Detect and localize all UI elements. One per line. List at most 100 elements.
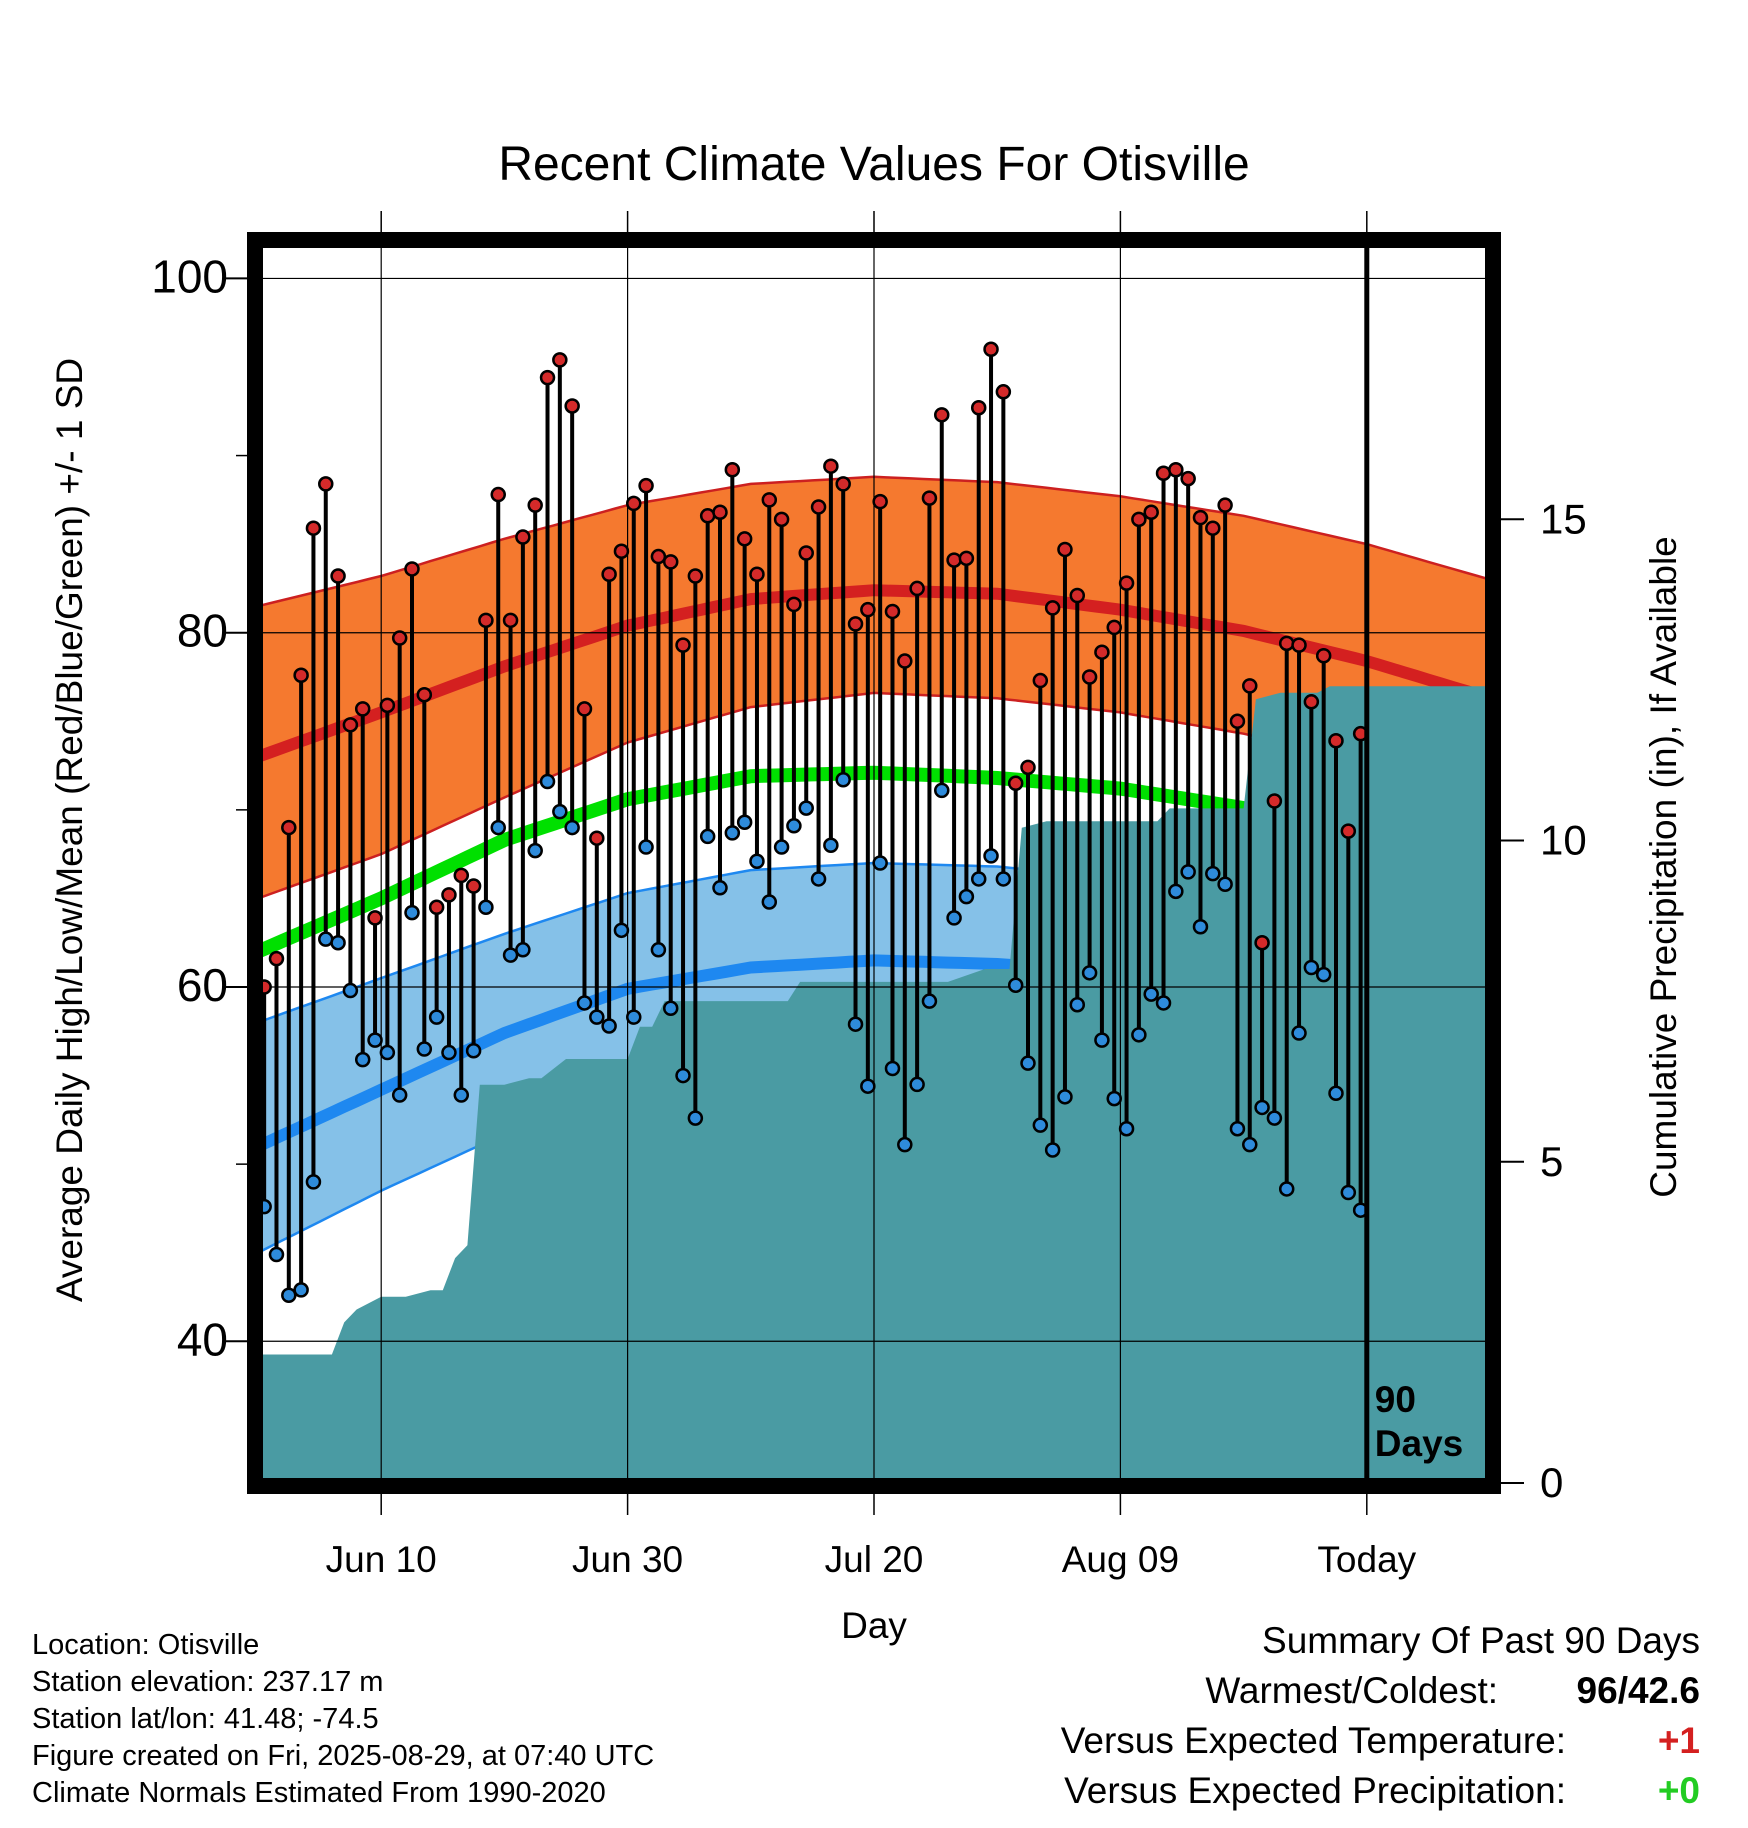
high-point xyxy=(1069,587,1086,604)
low-point xyxy=(835,771,851,788)
low-point xyxy=(810,871,827,887)
high-point xyxy=(1303,694,1320,710)
low-point xyxy=(1291,1025,1307,1041)
low-point xyxy=(354,1051,371,1068)
y-axis-label: Average Daily High/Low/Mean (Red/Blue/Gr… xyxy=(49,358,90,1302)
low-point xyxy=(416,1041,433,1057)
high-point xyxy=(1131,511,1147,528)
high-point xyxy=(465,878,482,894)
high-point xyxy=(613,543,630,559)
high-point xyxy=(428,899,445,916)
low-point xyxy=(1118,1120,1135,1137)
low-point xyxy=(1032,1117,1049,1133)
high-point xyxy=(1328,733,1344,749)
x-tick-label: Aug 09 xyxy=(1062,1539,1179,1580)
high-point xyxy=(884,603,901,620)
high-point xyxy=(330,568,346,584)
high-point xyxy=(724,461,741,478)
high-point xyxy=(502,612,519,629)
high-point xyxy=(1229,713,1246,730)
low-point xyxy=(441,1044,457,1061)
low-point xyxy=(983,848,999,864)
low-point xyxy=(1242,1136,1258,1153)
low-point xyxy=(293,1282,309,1298)
low-point xyxy=(995,871,1012,887)
low-point xyxy=(1180,864,1196,880)
high-point xyxy=(662,554,679,570)
precip-vs-expected-value: +0 xyxy=(1657,1770,1700,1811)
daily-range-sticks xyxy=(262,349,1363,1296)
y2-tick-label: 5 xyxy=(1540,1138,1563,1185)
warm-cold-label: Warmest/Coldest: xyxy=(1205,1670,1498,1711)
high-point xyxy=(552,352,568,368)
high-point xyxy=(441,887,457,903)
low-point xyxy=(1328,1085,1344,1102)
low-point xyxy=(367,1032,383,1048)
high-point xyxy=(564,398,580,414)
plot-content xyxy=(258,243,1490,1483)
high-point xyxy=(1217,497,1233,513)
precip-vs-expected-label: Versus Expected Precipitation: xyxy=(1064,1770,1566,1811)
low-point xyxy=(761,894,778,910)
low-point xyxy=(736,814,753,831)
high-point xyxy=(1266,793,1283,809)
low-point xyxy=(1020,1055,1036,1071)
high-point xyxy=(983,341,999,358)
low-point xyxy=(934,782,950,799)
high-point xyxy=(995,384,1012,400)
high-point xyxy=(699,508,716,524)
low-point xyxy=(613,922,630,939)
high-point xyxy=(490,486,506,503)
daily-points xyxy=(258,341,1369,1303)
temp-vs-expected-value: +1 xyxy=(1657,1720,1700,1761)
x-tick-label: Jun 30 xyxy=(572,1539,683,1580)
high-point xyxy=(416,686,433,703)
low-point xyxy=(724,825,741,841)
high-point xyxy=(1278,635,1295,652)
created-text: Figure created on Fri, 2025-08-29, at 07… xyxy=(32,1740,655,1772)
high-point xyxy=(354,701,371,717)
low-point xyxy=(773,839,790,855)
high-point xyxy=(958,550,975,567)
high-point xyxy=(1044,600,1061,616)
high-point xyxy=(268,950,285,967)
coldest-value: 42.6 xyxy=(1627,1670,1700,1711)
low-point xyxy=(318,931,334,947)
y2-axis-label: Cumulative Precipitation (in), If Availa… xyxy=(1643,536,1684,1198)
high-point xyxy=(810,499,827,515)
x-axis-label: Day xyxy=(841,1605,907,1646)
location-text: Location: Otisville xyxy=(32,1629,260,1661)
low-point xyxy=(1044,1142,1061,1158)
high-point xyxy=(404,561,420,577)
low-point xyxy=(662,1000,679,1017)
low-point xyxy=(478,899,494,916)
high-point xyxy=(1032,672,1049,689)
high-point xyxy=(1020,759,1036,776)
low-point xyxy=(330,934,346,951)
high-point xyxy=(379,697,396,714)
high-point xyxy=(1081,669,1098,685)
low-point xyxy=(798,800,814,816)
high-point xyxy=(1192,509,1209,526)
low-point xyxy=(1315,966,1332,983)
high-point xyxy=(305,520,322,536)
high-point xyxy=(773,511,790,528)
low-point xyxy=(872,855,888,871)
high-point xyxy=(650,548,667,565)
low-point xyxy=(379,1044,396,1061)
high-point xyxy=(798,545,814,561)
low-point xyxy=(626,1009,642,1025)
low-point xyxy=(1303,959,1320,976)
high-point xyxy=(823,458,839,474)
high-point xyxy=(1205,520,1221,536)
low-point xyxy=(601,1018,617,1034)
today-marker-line: Days xyxy=(1375,1423,1463,1464)
high-point xyxy=(367,910,383,926)
high-point xyxy=(687,568,704,584)
low-point xyxy=(1057,1089,1073,1105)
x-tick-label: Jun 10 xyxy=(326,1539,437,1580)
low-point xyxy=(268,1246,285,1263)
low-point xyxy=(1081,965,1098,981)
high-point xyxy=(761,492,778,508)
low-point xyxy=(650,942,667,958)
